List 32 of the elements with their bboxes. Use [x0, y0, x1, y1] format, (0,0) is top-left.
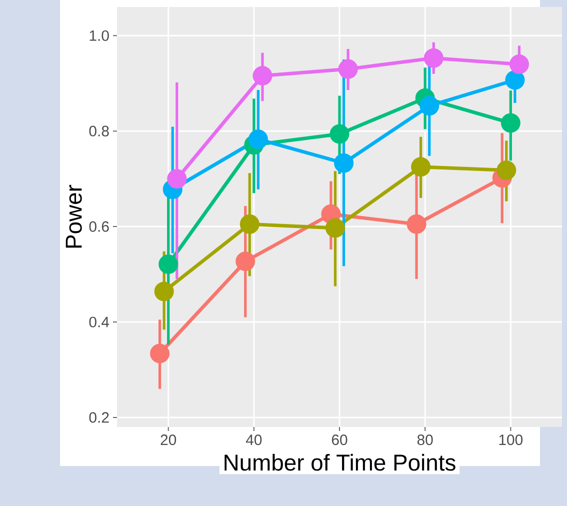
point: [325, 218, 345, 238]
y-axis-title: Power: [66, 184, 82, 248]
y-tick-label: 0.6: [89, 221, 109, 232]
x-axis-title: Number of Time Points: [224, 454, 456, 471]
point: [500, 113, 520, 133]
y-tick-label: 0.8: [89, 126, 109, 136]
point: [248, 129, 268, 149]
point: [411, 157, 431, 177]
x-tick-label: 40: [246, 434, 262, 446]
point: [334, 153, 354, 173]
point: [240, 214, 260, 234]
point: [154, 282, 174, 302]
x-tick-label: 100: [499, 434, 523, 446]
point: [420, 96, 440, 116]
y-tick-label: 1.0: [90, 30, 109, 41]
point: [406, 214, 426, 234]
point: [424, 48, 444, 68]
point: [496, 160, 516, 180]
point: [252, 66, 272, 86]
point: [330, 124, 350, 144]
point: [509, 54, 529, 74]
x-tick-label: 80: [417, 434, 433, 446]
point: [158, 254, 178, 274]
y-tick-label: 0.4: [89, 316, 110, 328]
point: [505, 70, 525, 90]
point: [338, 59, 358, 79]
point: [167, 169, 187, 189]
point: [236, 252, 256, 272]
y-tick-label: 0.2: [89, 412, 109, 423]
x-tick-label: 60: [332, 434, 348, 446]
point: [150, 344, 170, 364]
x-tick-label: 20: [160, 434, 176, 446]
